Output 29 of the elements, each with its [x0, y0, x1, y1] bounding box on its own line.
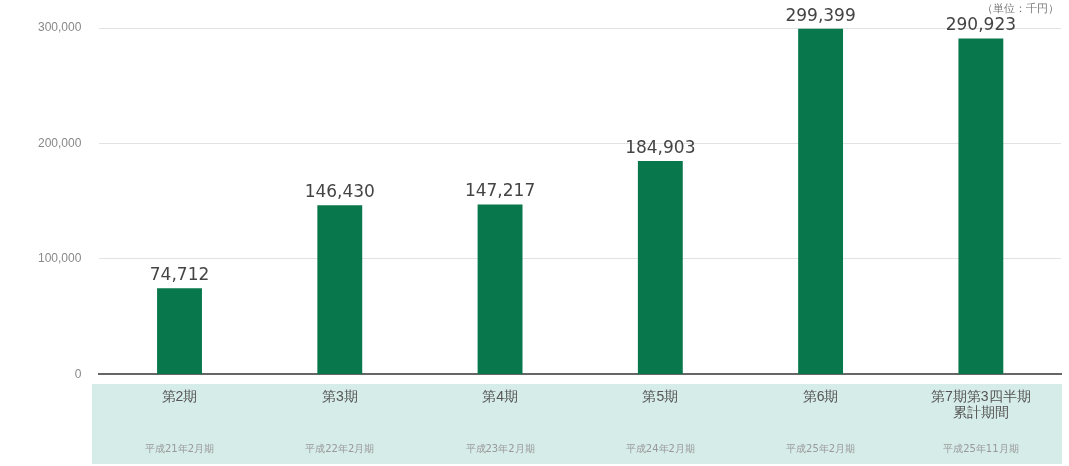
bar: [798, 28, 844, 374]
y-tick-label: 200,000: [37, 135, 82, 150]
x-tick-label: 第2期: [161, 387, 198, 404]
text: 平成23年2月期: [465, 443, 535, 454]
x-tick-label: 第7期第3四半期累計期間: [931, 387, 1031, 421]
text: （単位：千円）: [982, 1, 1059, 16]
text: 平成25年11月期: [943, 443, 1019, 454]
text: 平成25年2月期: [786, 443, 856, 454]
text: 平成21年2月期: [144, 443, 215, 454]
data-label: 147,217: [464, 180, 536, 201]
y-tick-label: 300,000: [37, 20, 82, 35]
x-tick-label: 第4期: [482, 387, 518, 404]
x-tick-label: 第6期: [802, 387, 839, 404]
y-tick-label: 0: [74, 366, 82, 381]
data-label: 74,712: [149, 264, 210, 285]
x-tick-label: 第5期: [642, 387, 679, 404]
bar: [477, 204, 523, 374]
bar: [157, 288, 202, 374]
x-tick-label: 第3期: [321, 387, 358, 404]
y-tick-label: 100,000: [37, 251, 82, 266]
data-label: 290,923: [945, 14, 1017, 35]
data-label: 299,399: [785, 4, 856, 25]
text: 平成24年2月期: [625, 443, 695, 454]
data-label: 184,903: [625, 136, 696, 157]
bar: [958, 38, 1004, 374]
data-label: 146,430: [304, 181, 375, 202]
bar: [637, 160, 683, 374]
text: 平成22年2月期: [305, 443, 375, 454]
bar: [317, 205, 363, 374]
